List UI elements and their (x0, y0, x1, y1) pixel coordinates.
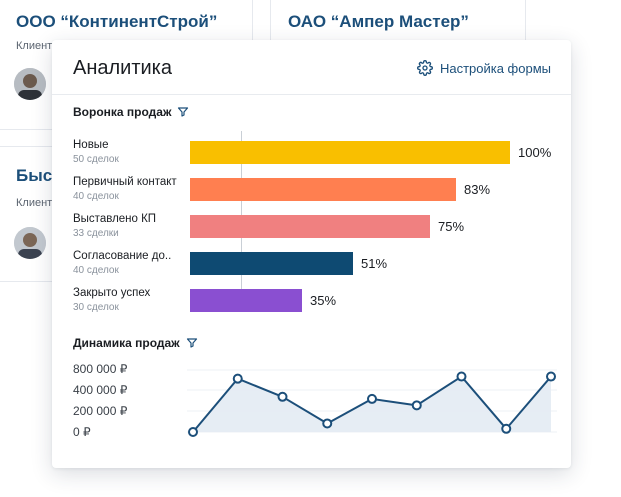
gear-icon (417, 60, 433, 76)
data-point[interactable] (456, 371, 467, 382)
funnel-stage-row: Закрыто успех 30 сделок 35% (52, 283, 571, 317)
dynamics-title-text: Динамика продаж (73, 336, 180, 350)
funnel-stage-count: 40 сделок (73, 191, 119, 202)
funnel-stage-name: Новые (73, 139, 109, 151)
funnel-percent-label: 83% (464, 182, 491, 197)
dynamics-title: Динамика продаж (73, 336, 198, 350)
funnel-title-text: Воронка продаж (73, 105, 172, 119)
funnel-stage-row: Выставлено КП 33 сделки 75% (52, 209, 571, 243)
y-tick-label: 0 ₽ (73, 425, 91, 439)
analytics-panel: Аналитика Настройка формы Воронка продаж… (52, 40, 571, 468)
y-tick-label: 800 000 ₽ (73, 362, 128, 376)
form-settings-button[interactable]: Настройка формы (417, 60, 551, 76)
y-tick-label: 400 000 ₽ (73, 383, 128, 397)
funnel-stage-count: 50 сделок (73, 154, 119, 165)
data-point[interactable] (501, 423, 512, 434)
funnel-percent-label: 100% (518, 145, 552, 160)
funnel-percent-label: 35% (310, 293, 337, 308)
panel-header: Аналитика Настройка формы (52, 40, 571, 95)
funnel-title: Воронка продаж (73, 105, 189, 119)
funnel-bar[interactable] (190, 252, 353, 275)
data-point[interactable] (232, 373, 243, 384)
avatar[interactable] (14, 227, 46, 259)
data-point[interactable] (322, 418, 333, 429)
funnel-stage-row: Первичный контакт 40 сделок 83% (52, 172, 571, 206)
filter-icon[interactable] (186, 337, 198, 349)
funnel-stage-row: Новые 50 сделок 100% (52, 135, 571, 169)
funnel-stage-name: Выставлено КП (73, 213, 157, 225)
sales-area (193, 376, 551, 432)
y-tick-label: 200 000 ₽ (73, 404, 128, 418)
filter-icon[interactable] (177, 106, 189, 118)
panel-title: Аналитика (73, 57, 172, 79)
data-point[interactable] (277, 391, 288, 402)
funnel-percent-label: 75% (438, 219, 465, 234)
company-name[interactable]: ООО “КонтинентСтрой” (16, 12, 218, 31)
avatar[interactable] (14, 68, 46, 100)
funnel-bar[interactable] (190, 215, 430, 238)
company-name[interactable]: Быст (16, 166, 61, 185)
funnel-stage-name: Закрыто успех (73, 287, 151, 299)
form-settings-label: Настройка формы (439, 60, 551, 76)
client-label: Клиент (16, 197, 53, 209)
funnel-stage-count: 30 сделок (73, 302, 119, 313)
funnel-stage-count: 33 сделки (73, 228, 119, 239)
funnel-stage-name: Согласование до.. (73, 250, 172, 262)
data-point[interactable] (411, 400, 422, 411)
data-point[interactable] (188, 427, 198, 437)
funnel-stage-row: Согласование до.. 40 сделок 51% (52, 246, 571, 280)
client-label: Клиент (16, 40, 53, 52)
funnel-stage-count: 40 сделок (73, 265, 119, 276)
funnel-stage-name: Первичный контакт (73, 176, 177, 188)
funnel-bar[interactable] (190, 289, 302, 312)
funnel-percent-label: 51% (361, 256, 388, 271)
data-point[interactable] (546, 371, 556, 382)
funnel-bar[interactable] (190, 141, 510, 164)
data-point[interactable] (367, 393, 377, 404)
funnel-bar[interactable] (190, 178, 456, 201)
company-name[interactable]: ОАО “Ампер Мастер” (288, 12, 469, 31)
sales-dynamics-chart (187, 369, 557, 437)
